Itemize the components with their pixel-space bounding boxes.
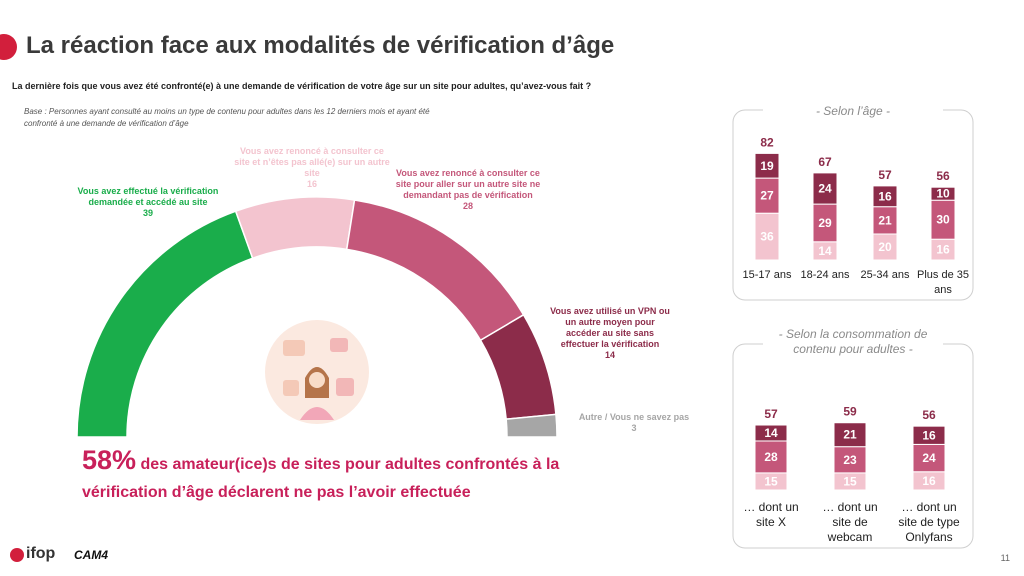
- bar-segment: [754, 152, 780, 179]
- segment-value: 14: [604, 350, 615, 360]
- segment-value: 16: [936, 243, 950, 257]
- bar-segment: [754, 440, 788, 474]
- segment-label-text: Vous avez utilisé un VPN ou un autre moy…: [550, 306, 670, 349]
- category-label: … dont un site de type Onlyfans: [898, 500, 960, 544]
- segment-value: 16: [922, 428, 936, 442]
- segment-value: 36: [760, 230, 774, 244]
- bar-segment: [872, 233, 898, 261]
- segment-value: 39: [142, 208, 153, 218]
- total-label: 56: [922, 408, 936, 422]
- logo: ifop: [26, 545, 56, 562]
- title-marker: [0, 34, 17, 60]
- segment-label: Autre / Vous ne savez pas 3: [554, 412, 714, 434]
- category-label: 25-34 ans: [860, 269, 910, 281]
- segment-value: 28: [462, 201, 473, 211]
- segment-label-text: Vous avez renoncé à consulter ce site po…: [395, 168, 541, 200]
- segment-value: 10: [936, 187, 950, 201]
- segment-value: 21: [878, 213, 892, 227]
- logo: CAM4: [74, 548, 109, 562]
- base-note: Base : Personnes ayant consulté au moins…: [24, 107, 430, 128]
- category-label: 15-17 ans: [742, 269, 792, 281]
- segment-label: Vous avez effectué la vérification deman…: [63, 186, 233, 219]
- panel-subtitle: - Selon l’âge -: [763, 104, 943, 119]
- segment-value: 24: [922, 451, 936, 465]
- illustration: [265, 320, 369, 424]
- total-label: 57: [878, 168, 892, 182]
- donut-segment: [345, 199, 525, 342]
- segment-value: 16: [878, 189, 892, 203]
- segment-label-text: Vous avez effectué la vérification deman…: [77, 186, 219, 207]
- bar-segment: [833, 422, 867, 448]
- segment-value: 21: [843, 428, 857, 442]
- callout-highlight: 58%: [82, 445, 137, 475]
- donut-segment: [234, 196, 356, 260]
- panel-subtitle: - Selon la consommation de contenu pour …: [763, 327, 943, 357]
- segment-value: 28: [764, 450, 778, 464]
- segment-value: 14: [764, 426, 778, 440]
- donut-segment: [505, 413, 558, 438]
- bar-segment: [912, 425, 946, 445]
- segment-value: 29: [818, 216, 832, 230]
- segment-value: 16: [306, 179, 317, 189]
- bar-segment: [812, 172, 838, 205]
- question: La dernière fois que vous avez été confr…: [12, 81, 592, 91]
- total-label: 56: [936, 169, 950, 183]
- segment-value: 3: [631, 423, 637, 433]
- segment-value: 19: [760, 159, 774, 173]
- segment-label: Vous avez utilisé un VPN ou un autre moy…: [548, 306, 673, 361]
- total-label: 67: [818, 155, 832, 169]
- callout: 58% des amateur(ice)s de sites pour adul…: [82, 446, 642, 507]
- segment-value: 15: [843, 474, 857, 488]
- segment-value: 23: [843, 453, 857, 467]
- total-label: 57: [764, 407, 778, 421]
- segment-value: 15: [764, 474, 778, 488]
- category-label: 18-24 ans: [800, 269, 850, 281]
- donut-segment: [76, 210, 254, 438]
- segment-label: Vous avez renoncé à consulter ce site et…: [232, 146, 392, 190]
- segment-label: Vous avez renoncé à consulter ce site po…: [388, 168, 548, 212]
- title: La réaction face aux modalités de vérifi…: [26, 32, 615, 59]
- bar-segment: [833, 446, 867, 474]
- bar-segment: [754, 212, 780, 261]
- category-label: … dont un site de webcam: [822, 500, 878, 544]
- segment-label-text: Autre / Vous ne savez pas: [578, 412, 690, 422]
- bar-segment: [872, 185, 898, 208]
- total-label: 59: [843, 405, 857, 419]
- category-label: Plus de 35 ans: [917, 269, 969, 296]
- bar-segment: [754, 177, 780, 214]
- segment-value: 16: [922, 474, 936, 488]
- callout-text: des amateur(ice)s de sites pour adultes …: [82, 456, 560, 501]
- bar-segment: [930, 199, 956, 240]
- segment-value: 24: [818, 182, 832, 196]
- segment-value: 27: [760, 189, 774, 203]
- total-label: 82: [760, 135, 774, 149]
- segment-value: 20: [878, 240, 892, 254]
- page-number: 11: [1000, 553, 1010, 563]
- bar-segment: [930, 186, 956, 201]
- segment-value: 30: [936, 213, 950, 227]
- category-label: … dont un site X: [743, 500, 799, 529]
- logo-icon: [10, 548, 24, 562]
- bar-segment: [754, 424, 788, 442]
- segment-label-text: Vous avez renoncé à consulter ce site et…: [234, 146, 390, 178]
- bar-segment: [872, 206, 898, 235]
- segment-value: 14: [818, 244, 832, 258]
